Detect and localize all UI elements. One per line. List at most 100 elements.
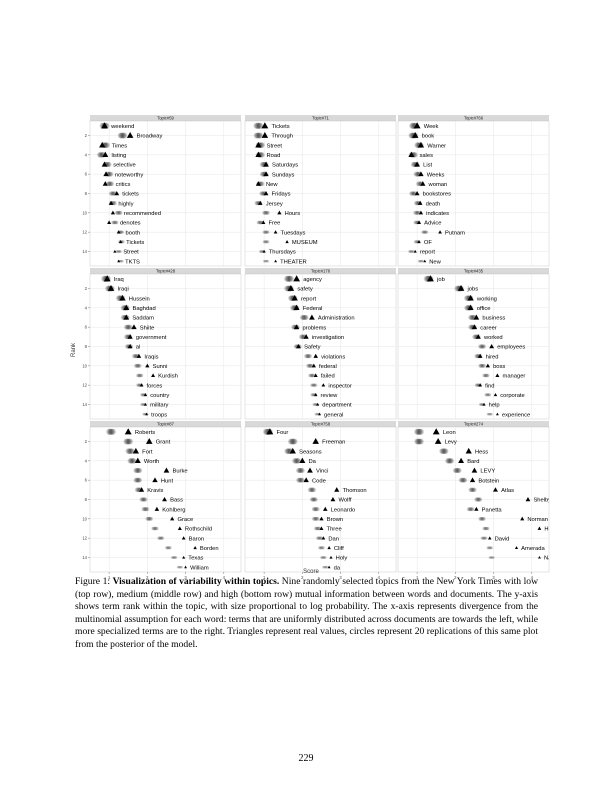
replicate-points [414,428,424,435]
real-value-triangle [485,363,490,368]
term-label: Shelby [533,498,551,504]
term-label: Leon [443,430,456,436]
term-label: jobs [467,287,479,293]
term-label: working [476,296,497,302]
term-label: federal [319,364,337,370]
real-value-triangle [408,151,415,158]
real-value-triangle [493,393,498,397]
replicate-points [124,324,133,330]
facet-panel: Topic#71 Tickets Through Street Road Saturday… [244,115,397,267]
real-value-triangle [262,249,266,253]
y-tick-label: 8 [85,191,88,196]
real-value-triangle [102,181,108,186]
term-label: highly [118,201,133,207]
y-tick-label: 4 [85,458,88,463]
term-label: career [480,325,497,331]
replicate-points [125,448,135,454]
term-label: violations [321,354,345,360]
y-tick-label: 10 [82,516,87,521]
term-label: Tuesdays [281,230,306,236]
real-value-triangle [118,240,123,244]
term-label: Three [327,527,342,533]
real-value-triangle [99,141,106,148]
term-label: Kravis [147,488,163,494]
term-label: Free [268,221,280,227]
real-value-triangle [127,334,133,339]
term-label: inspector [328,383,352,389]
x-tick-label: 1 [416,575,419,580]
real-value-triangle [322,506,328,511]
term-label: Kohlberg [162,507,185,513]
real-value-triangle [471,467,478,473]
facet-strip [245,421,396,427]
term-label: Hours [285,211,301,217]
term-label: critics [116,182,131,188]
term-label: Administration [318,316,355,322]
term-label: Texas [188,556,203,562]
real-value-triangle [101,161,108,167]
replicate-points [480,536,488,540]
real-value-triangle [423,259,427,263]
replicate-points [309,497,318,502]
replicate-points [478,517,486,521]
real-value-triangle [471,324,478,330]
x-axis-label: Score [303,569,319,575]
real-value-triangle [177,526,182,530]
real-value-triangle [293,304,300,311]
term-label: selective [113,163,136,169]
term-label: Da [308,459,316,465]
term-label: Grace [177,517,193,523]
term-label: MUSEUM [292,240,318,246]
term-label: New [266,182,278,188]
term-label: Times [112,143,128,149]
term-label: al [136,345,141,351]
term-label: country [150,393,169,399]
replicate-points [253,132,264,139]
term-label: OF [424,240,433,246]
term-label: Four [276,430,288,436]
real-value-triangle [101,122,108,129]
replicate-points [117,132,128,139]
replicate-points [310,383,318,387]
real-value-triangle [263,161,269,167]
real-value-triangle [319,516,324,521]
term-label: help [489,403,500,409]
term-label: manager [502,374,525,380]
replicate-points [439,448,449,454]
real-value-triangle [432,428,440,435]
replicate-points [139,497,148,502]
term-label: investigation [312,335,344,341]
real-value-triangle [273,230,278,234]
term-label: David [495,536,510,542]
term-label: Worth [144,459,159,465]
term-label: Road [266,153,280,159]
real-value-triangle [414,161,420,167]
real-value-triangle [107,285,115,291]
figure-caption: Figure 1: Visualization of variability w… [75,576,538,651]
replicate-points [304,354,312,359]
real-value-triangle [114,190,120,196]
replicate-points [123,438,133,445]
term-label: job [436,277,445,283]
term-label: Norman [527,517,548,523]
term-label: Amerada [521,546,545,552]
real-value-triangle [154,506,160,511]
replicate-points [127,458,137,464]
term-label: Borden [200,546,219,552]
x-tick-label: 3 [492,575,495,580]
y-tick-label: 14 [82,249,87,254]
replicate-points [482,526,490,531]
real-value-triangle [145,438,153,444]
replicate-points [478,344,487,349]
term-label: Tickets [126,240,144,246]
y-tick-label: 2 [85,133,88,138]
term-label: Tickets [271,124,289,130]
real-value-triangle [537,526,542,530]
real-value-triangle [420,181,426,186]
real-value-triangle [417,240,421,244]
term-label: LEVY [480,469,495,475]
replicate-points [296,467,305,474]
real-value-triangle [145,412,149,416]
facet-title: Topic#87 [157,422,174,427]
